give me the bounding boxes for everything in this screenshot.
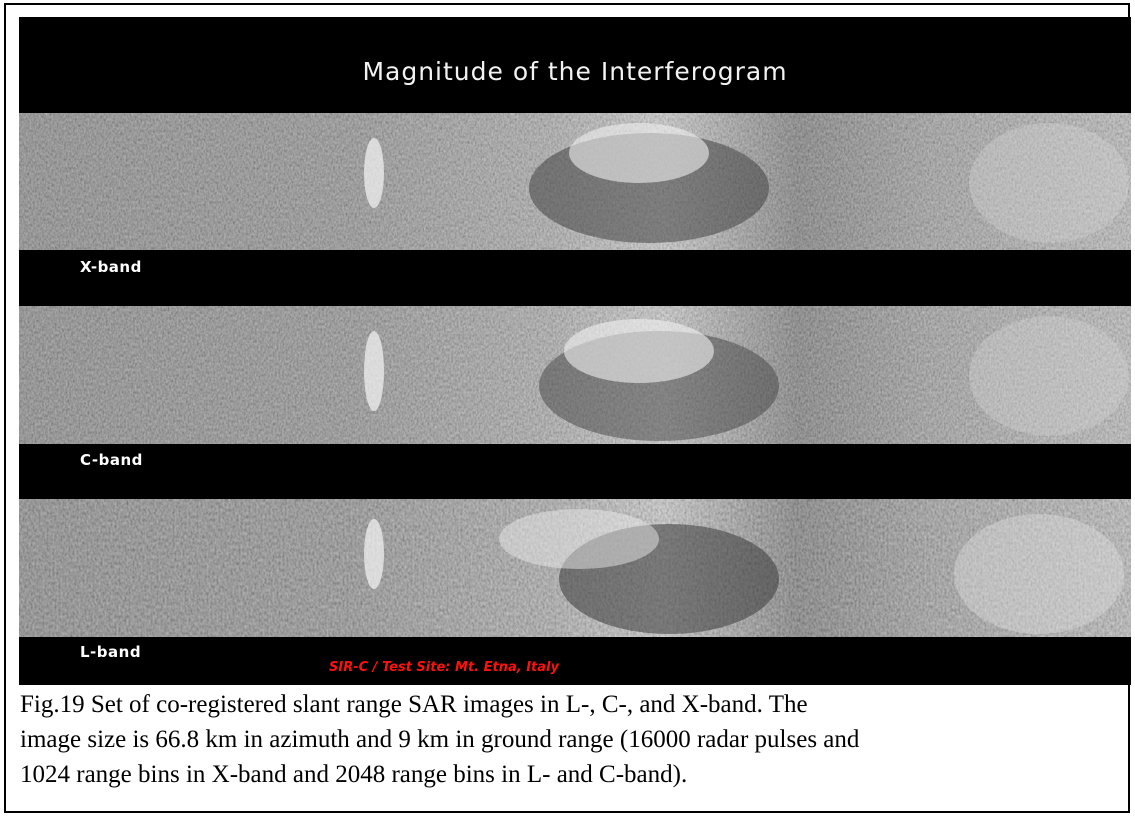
band-label-c: C-band [80, 451, 143, 469]
sar-figure: Magnitude of the Interferogram [19, 17, 1131, 685]
figure-caption: Fig.19 Set of co-registered slant range … [20, 687, 1110, 792]
figure-title: Magnitude of the Interferogram [362, 57, 788, 86]
band-label-x: X-band [80, 258, 142, 276]
sensor-credit: SIR-C / Test Site: Mt. Etna, Italy [329, 660, 559, 675]
caption-line: 1024 range bins in X-band and 2048 range… [20, 761, 688, 788]
band-label-l: L-band [80, 643, 142, 661]
sar-image-c-band [19, 306, 1131, 444]
caption-line: Fig.19 Set of co-registered slant range … [20, 691, 808, 718]
caption-line: image size is 66.8 km in azimuth and 9 k… [20, 726, 860, 753]
sar-image-x-band [19, 113, 1131, 250]
sar-image-l-band [19, 499, 1131, 637]
